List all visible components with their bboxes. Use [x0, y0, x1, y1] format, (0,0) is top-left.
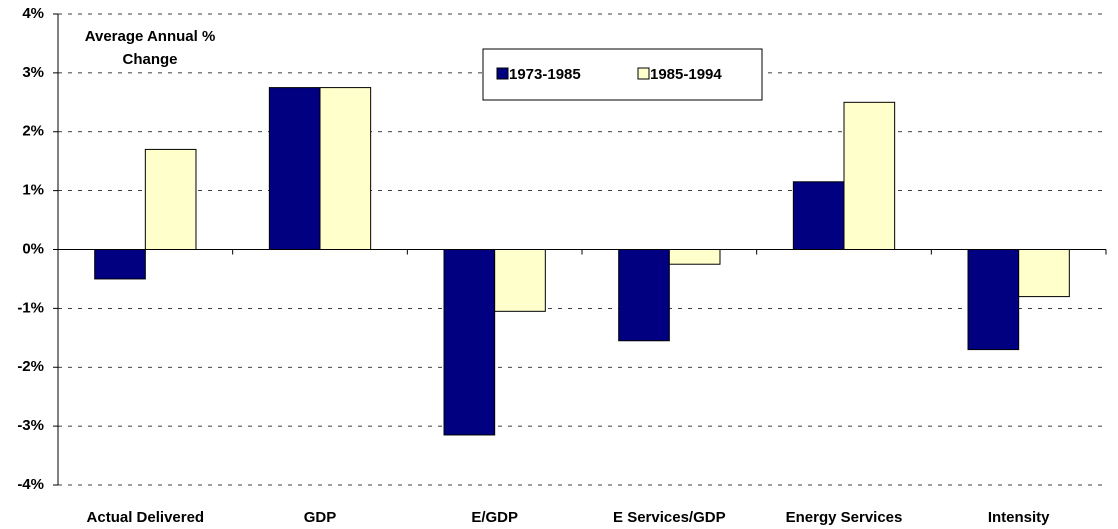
y-tick-label: 2% — [22, 123, 44, 140]
y-tick-label: -3% — [17, 417, 44, 434]
legend-swatch — [496, 67, 509, 80]
bar — [618, 249, 670, 342]
bar — [668, 249, 721, 265]
bar — [94, 249, 146, 280]
bar — [319, 87, 372, 250]
y-tick-label: -2% — [17, 358, 44, 375]
x-tick-label: E Services/GDP — [613, 509, 726, 526]
bar — [1018, 249, 1070, 298]
y-tick-label: 1% — [22, 182, 44, 199]
bar — [792, 181, 845, 250]
legend-box — [482, 48, 763, 101]
y-tick-label: -4% — [17, 476, 44, 493]
x-tick-label: Energy Services — [786, 509, 903, 526]
legend-swatch — [637, 67, 650, 80]
x-tick-label: E/GDP — [471, 509, 518, 526]
legend-label: 1973-1985 — [509, 66, 581, 83]
x-tick-label: Actual Delivered — [87, 509, 205, 526]
bar — [967, 249, 1020, 351]
bar — [144, 148, 197, 251]
x-tick-label: Intensity — [988, 509, 1050, 526]
bar — [494, 249, 546, 312]
x-tick-label: GDP — [304, 509, 337, 526]
y-tick-label: 3% — [22, 64, 44, 81]
bar — [843, 101, 896, 250]
y-tick-label: 4% — [22, 5, 44, 22]
bar — [443, 249, 496, 436]
legend-label: 1985-1994 — [650, 66, 722, 83]
annotation: Change — [122, 51, 177, 68]
y-tick-label: 0% — [22, 240, 44, 257]
y-tick-label: -1% — [17, 299, 44, 316]
bar — [268, 87, 321, 250]
annotation: Average Annual % — [85, 28, 216, 45]
